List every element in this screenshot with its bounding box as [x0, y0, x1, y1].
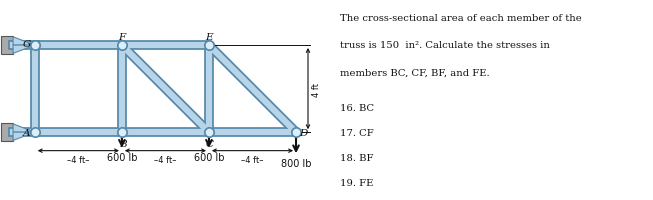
Text: G: G	[23, 40, 31, 49]
Text: A: A	[22, 128, 30, 137]
Polygon shape	[13, 124, 35, 132]
Text: –4 ft–: –4 ft–	[67, 156, 89, 165]
Text: D: D	[300, 128, 308, 137]
Bar	[1, 37, 13, 55]
Text: 600 lb: 600 lb	[106, 153, 137, 163]
Text: B: B	[119, 139, 127, 148]
Text: 4 ft: 4 ft	[312, 82, 321, 96]
Text: F: F	[118, 33, 125, 42]
Text: –4 ft–: –4 ft–	[241, 156, 264, 165]
Text: 18. BF: 18. BF	[340, 153, 373, 162]
Text: truss is 150  in². Calculate the stresses in: truss is 150 in². Calculate the stresses…	[340, 41, 549, 50]
Polygon shape	[13, 46, 35, 54]
Text: 19. FE: 19. FE	[340, 178, 373, 187]
Text: –4 ft–: –4 ft–	[154, 156, 177, 165]
Text: E: E	[205, 33, 213, 42]
Text: C: C	[206, 139, 214, 148]
Text: 17. CF: 17. CF	[340, 128, 374, 137]
Text: 16. BC: 16. BC	[340, 103, 374, 112]
Text: The cross-sectional area of each member of the: The cross-sectional area of each member …	[340, 14, 581, 23]
Text: members BC, CF, BF, and FE.: members BC, CF, BF, and FE.	[340, 68, 489, 77]
Text: 800 lb: 800 lb	[281, 158, 311, 168]
Bar	[1, 123, 13, 142]
Polygon shape	[13, 132, 35, 141]
Polygon shape	[13, 38, 35, 46]
Text: 600 lb: 600 lb	[194, 153, 224, 163]
